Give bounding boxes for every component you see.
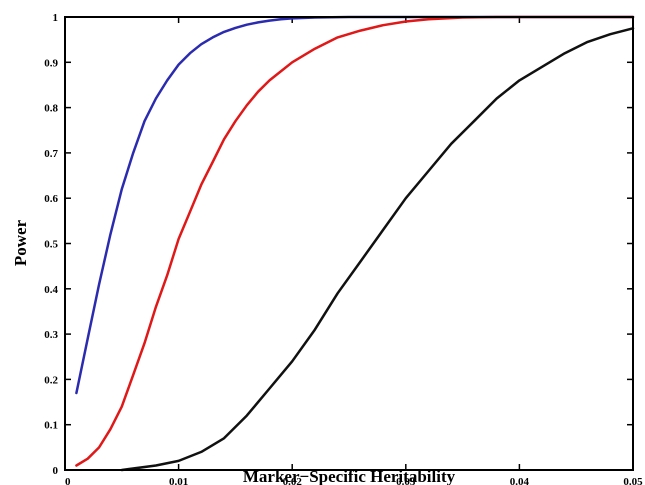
series-line-1 — [75, 15, 635, 395]
y-tick-label: 0.2 — [44, 374, 58, 386]
y-tick-label: 0.6 — [44, 193, 58, 205]
series-layer — [75, 15, 635, 472]
y-tick-label: 0.5 — [44, 239, 58, 251]
x-axis-title: Marker−Specific Heritability — [243, 467, 456, 485]
y-axis-title: Power — [11, 219, 30, 266]
y-tick-label: 1 — [53, 12, 59, 24]
plot-frame — [64, 16, 634, 471]
y-tick-label: 0.3 — [44, 329, 58, 341]
x-tick-label: 0 — [65, 476, 71, 485]
y-tick-label: 0.9 — [44, 57, 58, 69]
x-tick-label: 0.01 — [169, 476, 188, 485]
x-tick-label: 0.05 — [623, 476, 643, 485]
y-tick-label: 0.8 — [44, 103, 58, 115]
x-tick-label: 0.03 — [396, 476, 416, 485]
series-line-3 — [120, 27, 635, 472]
y-tick-label: 0.7 — [44, 148, 58, 160]
series-line-2 — [75, 15, 635, 467]
x-tick-label: 0.02 — [283, 476, 303, 485]
y-tick-label: 0 — [53, 465, 59, 477]
ticks-layer: 0 0.01 0.02 0.03 0.04 0.05 0 0.1 0.2 0.3 0.4 0.5 0.6… — [44, 12, 643, 485]
y-tick-label: 0.4 — [44, 284, 58, 296]
y-tick-label: 0.1 — [44, 420, 58, 432]
x-tick-label: 0.04 — [510, 476, 530, 485]
